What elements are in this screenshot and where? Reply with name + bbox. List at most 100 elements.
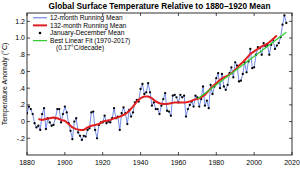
- series-line: [27, 16, 286, 140]
- data-point: [30, 108, 32, 110]
- data-point: [226, 84, 228, 86]
- x-tick-label: 1940: [133, 159, 149, 166]
- legend-symbol: [33, 24, 47, 26]
- y-tick-label: 1.2: [15, 18, 25, 25]
- data-point: [221, 73, 223, 75]
- data-point: [283, 14, 285, 16]
- data-point: [168, 110, 170, 112]
- data-point: [223, 85, 225, 87]
- data-point: [179, 94, 181, 96]
- x-tick-label: 2000: [246, 159, 262, 166]
- data-point: [240, 80, 242, 82]
- y-tick: [27, 38, 30, 39]
- data-point: [253, 66, 255, 68]
- y-tick: [27, 121, 30, 122]
- data-point: [71, 138, 73, 140]
- y-tick-label: 0: [21, 118, 25, 125]
- y-tick-right: [289, 121, 292, 122]
- data-point: [109, 121, 111, 123]
- y-tick-right: [289, 21, 292, 22]
- data-point: [62, 113, 64, 115]
- x-tick-label: 1880: [19, 159, 35, 166]
- data-point: [164, 92, 166, 94]
- data-point: [64, 105, 66, 107]
- data-point: [73, 120, 75, 122]
- data-point: [162, 98, 164, 100]
- data-point: [219, 87, 221, 89]
- data-point: [278, 42, 280, 44]
- data-point: [234, 61, 236, 63]
- x-tick-top: [216, 13, 217, 16]
- x-tick-label: 1980: [208, 159, 224, 166]
- y-tick-right: [289, 88, 292, 89]
- data-point: [192, 105, 194, 107]
- data-point: [285, 22, 287, 24]
- data-point: [39, 129, 41, 131]
- legend-symbol: [33, 40, 47, 41]
- data-point: [158, 113, 160, 115]
- y-tick-label: .6: [19, 68, 25, 75]
- data-point: [143, 93, 145, 95]
- data-point: [261, 54, 263, 56]
- data-point: [194, 95, 196, 97]
- series-line: [197, 32, 286, 99]
- data-point: [35, 126, 37, 128]
- data-point: [132, 111, 134, 113]
- y-tick-right: [289, 54, 292, 55]
- data-point: [66, 111, 68, 113]
- data-point: [139, 88, 141, 90]
- annotation: (0.17°C/decade): [56, 44, 104, 52]
- series-line: [38, 36, 276, 130]
- data-point: [45, 128, 47, 130]
- x-tick-top: [178, 13, 179, 16]
- x-tick: [216, 152, 217, 155]
- data-point: [198, 105, 200, 107]
- data-point: [113, 107, 115, 109]
- x-tick-label: 1900: [57, 159, 73, 166]
- y-tick-right: [289, 138, 292, 139]
- data-point: [156, 108, 158, 110]
- data-point: [77, 131, 79, 133]
- data-point: [268, 54, 270, 56]
- y-tick-right: [289, 38, 292, 39]
- x-tick: [292, 152, 293, 155]
- data-point: [126, 123, 128, 125]
- data-point: [209, 84, 211, 86]
- x-tick-top: [254, 13, 255, 16]
- data-point: [181, 96, 183, 98]
- y-tick: [27, 88, 30, 89]
- data-point: [37, 125, 39, 127]
- data-point: [281, 24, 283, 26]
- data-point: [170, 115, 172, 117]
- data-point: [202, 85, 204, 87]
- data-point: [28, 105, 30, 107]
- data-point: [242, 73, 244, 75]
- data-point: [130, 115, 132, 117]
- data-point: [49, 121, 51, 123]
- data-point: [206, 100, 208, 102]
- x-tick: [254, 152, 255, 155]
- x-tick-top: [27, 13, 28, 16]
- data-point: [92, 110, 94, 112]
- title: Global Surface Temperature Relative to 1…: [48, 1, 270, 11]
- plot-frame: [27, 13, 292, 155]
- y-tick-label: -.2: [17, 135, 25, 142]
- y-tick-right: [289, 71, 292, 72]
- x-tick-top: [292, 13, 293, 16]
- data-point: [208, 107, 210, 109]
- data-point: [105, 122, 107, 124]
- data-point: [119, 129, 121, 131]
- data-point: [249, 48, 251, 50]
- y-tick-label: .2: [19, 101, 25, 108]
- data-point: [145, 91, 147, 93]
- y-tick: [27, 71, 30, 72]
- data-point: [225, 89, 227, 91]
- y-tick: [27, 138, 30, 139]
- data-point: [262, 42, 264, 44]
- data-point: [60, 121, 62, 123]
- y-tick-label: 1.0: [15, 34, 25, 41]
- data-point: [79, 135, 81, 137]
- data-point: [52, 124, 54, 126]
- legend-symbol: [33, 17, 47, 18]
- chart: Global Surface Temperature Relative to 1…: [0, 0, 300, 173]
